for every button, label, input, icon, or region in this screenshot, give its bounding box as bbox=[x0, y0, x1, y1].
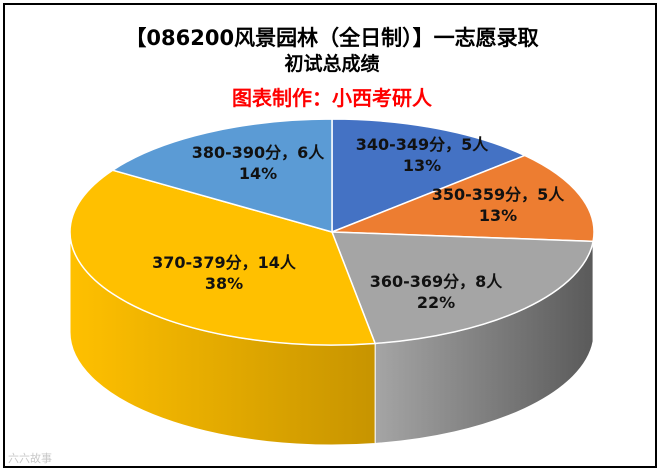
slice-percent-340-349分: 13% bbox=[403, 156, 441, 175]
chart-title: 【086200风景园林（全日制）】一志愿录取 bbox=[125, 26, 539, 50]
chart-maker-credit: 图表制作：小西考研人 bbox=[232, 86, 432, 110]
slice-label-340-349分: 340-349分，5人 bbox=[356, 135, 490, 154]
slice-label-360-369分: 360-369分，8人 bbox=[370, 272, 504, 291]
slice-percent-360-369分: 22% bbox=[417, 293, 455, 312]
pie-labels: 340-349分，5人 13% 350-359分，5人 13% 360-369分，8人 2… bbox=[152, 135, 565, 312]
pie-tops bbox=[69, 118, 595, 346]
pie-slice-370-379分 bbox=[69, 169, 377, 346]
slice-label-380-390分: 380-390分，6人 bbox=[192, 143, 326, 162]
pie-slice-380-390分 bbox=[110, 118, 333, 233]
watermark: 六六故事 bbox=[8, 452, 52, 465]
chart-subtitle: 初试总成绩 bbox=[284, 53, 380, 75]
slice-percent-380-390分: 14% bbox=[239, 164, 277, 183]
slice-label-350-359分: 350-359分，5人 bbox=[432, 185, 566, 204]
slice-percent-350-359分: 13% bbox=[479, 206, 517, 225]
pie-slice-340-349分 bbox=[331, 118, 527, 234]
pie-slice-360-369分 bbox=[330, 231, 595, 345]
slice-percent-370-379分: 38% bbox=[205, 274, 243, 293]
pie-slice-350-359分 bbox=[331, 154, 595, 243]
slice-label-370-379分: 370-379分，14人 bbox=[152, 253, 297, 272]
